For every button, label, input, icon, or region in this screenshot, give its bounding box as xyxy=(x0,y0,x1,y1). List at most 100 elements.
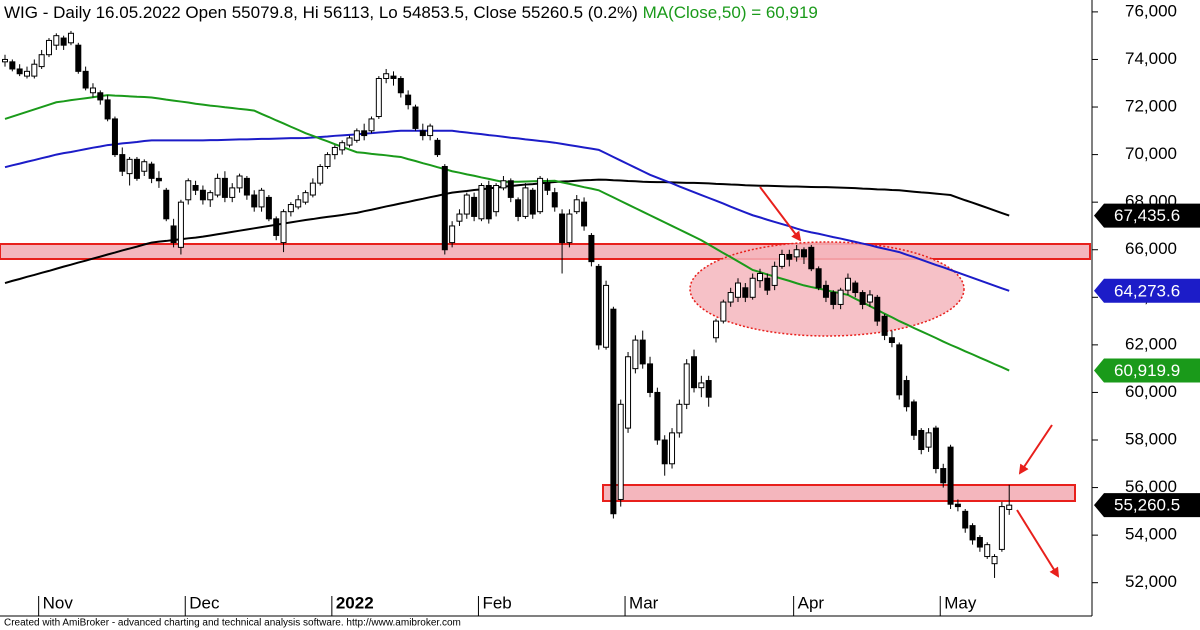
candle-body xyxy=(815,268,822,289)
candle-body xyxy=(632,339,639,370)
candle-body xyxy=(698,382,705,389)
candle-body xyxy=(888,337,895,343)
candle-body xyxy=(324,154,331,167)
candle-body xyxy=(874,296,881,322)
candle-body xyxy=(500,180,507,189)
candle-body xyxy=(229,187,236,198)
candle-body xyxy=(9,61,16,70)
candle-body xyxy=(976,537,983,548)
candle-body xyxy=(617,403,624,500)
candle-body xyxy=(647,363,654,393)
candle-body xyxy=(170,225,177,244)
candle-body xyxy=(441,165,448,251)
value-badge-label: 64,273.6 xyxy=(1114,281,1180,300)
candle-body xyxy=(940,468,947,484)
candle-body xyxy=(280,211,287,244)
arrows xyxy=(759,186,1060,578)
candle-body xyxy=(559,213,566,244)
candle-body xyxy=(764,277,771,291)
candle-body xyxy=(89,87,96,94)
value-badges: 67,435.6 64,273.6 60,919.9 55,260.5 xyxy=(1094,203,1200,518)
candle-body xyxy=(38,54,45,68)
candle-body xyxy=(383,73,390,79)
candle-body xyxy=(595,265,602,346)
candle-body xyxy=(910,401,917,436)
candle-body xyxy=(302,192,309,203)
candle-body xyxy=(375,77,382,118)
chart-title: WIG - Daily 16.05.2022 Open 55079.8, Hi … xyxy=(4,3,818,22)
candle-body xyxy=(529,189,536,215)
candle-body xyxy=(390,75,397,79)
candle-body xyxy=(969,525,976,541)
candle-body xyxy=(53,35,60,46)
arrow xyxy=(759,186,802,242)
candle-body xyxy=(199,189,206,201)
candle-body xyxy=(339,142,346,151)
candle-body xyxy=(427,125,434,137)
candle-body xyxy=(60,37,67,46)
candle-body xyxy=(133,158,140,179)
candle-body xyxy=(515,199,522,217)
candle-body xyxy=(258,189,265,208)
candle-body xyxy=(581,201,588,227)
candle-body xyxy=(998,506,1005,550)
candle-body xyxy=(317,165,324,184)
x-tick-label: Feb xyxy=(482,593,511,612)
candle-body xyxy=(192,185,199,191)
y-tick-label: 74,000 xyxy=(1125,49,1177,68)
candle-body xyxy=(551,192,558,208)
title-area: WIG - Daily 16.05.2022 Open 55079.8, Hi … xyxy=(4,3,818,22)
candle-body xyxy=(163,189,170,220)
y-tick-label: 52,000 xyxy=(1125,572,1177,591)
value-badge-label: 55,260.5 xyxy=(1114,496,1180,515)
candle-body xyxy=(111,118,118,156)
plot-area xyxy=(2,30,1013,578)
candle-body xyxy=(691,356,698,389)
candle-body xyxy=(808,246,815,270)
candle-body xyxy=(903,380,910,408)
candle-body xyxy=(456,213,463,222)
value-badge xyxy=(1094,493,1200,518)
candle-body xyxy=(309,182,316,196)
candle-body xyxy=(45,39,52,56)
candle-body xyxy=(566,213,573,244)
candle-body xyxy=(544,182,551,191)
candle-body xyxy=(507,180,514,198)
candle-body xyxy=(412,106,419,129)
x-tick-label: Apr xyxy=(798,593,825,612)
candle-body xyxy=(471,196,478,217)
candle-body xyxy=(23,70,30,77)
candle-body xyxy=(31,63,38,77)
y-tick-label: 60,000 xyxy=(1125,382,1177,401)
candle-body xyxy=(800,249,807,258)
x-tick-label: Dec xyxy=(189,593,220,612)
candle-body xyxy=(669,432,676,465)
candle-body xyxy=(397,77,404,94)
candle-body xyxy=(463,194,470,215)
candle-body xyxy=(771,265,778,286)
candle-body xyxy=(2,58,8,63)
candle-body xyxy=(991,556,998,565)
candle-body xyxy=(449,225,456,244)
candle-body xyxy=(830,292,837,305)
candle-body xyxy=(822,284,829,298)
candle-body xyxy=(852,282,859,294)
candle-body xyxy=(119,154,126,172)
y-tick-label: 62,000 xyxy=(1125,334,1177,353)
candle-body xyxy=(786,253,793,260)
candle-body xyxy=(793,249,800,258)
candle-body xyxy=(625,356,632,429)
candle-body xyxy=(177,201,184,248)
candle-body xyxy=(155,177,162,182)
candle-body xyxy=(221,177,228,198)
candle-body xyxy=(661,439,668,465)
candle-body xyxy=(434,139,441,156)
candle-body xyxy=(126,158,133,175)
y-tick-label: 56,000 xyxy=(1125,477,1177,496)
candle-body xyxy=(683,363,690,405)
candle-body xyxy=(866,294,873,303)
footer: Created with AmiBroker - advanced charti… xyxy=(4,618,461,629)
candle-body xyxy=(353,130,360,141)
arrow xyxy=(1018,424,1053,475)
y-tick-label: 58,000 xyxy=(1125,429,1177,448)
